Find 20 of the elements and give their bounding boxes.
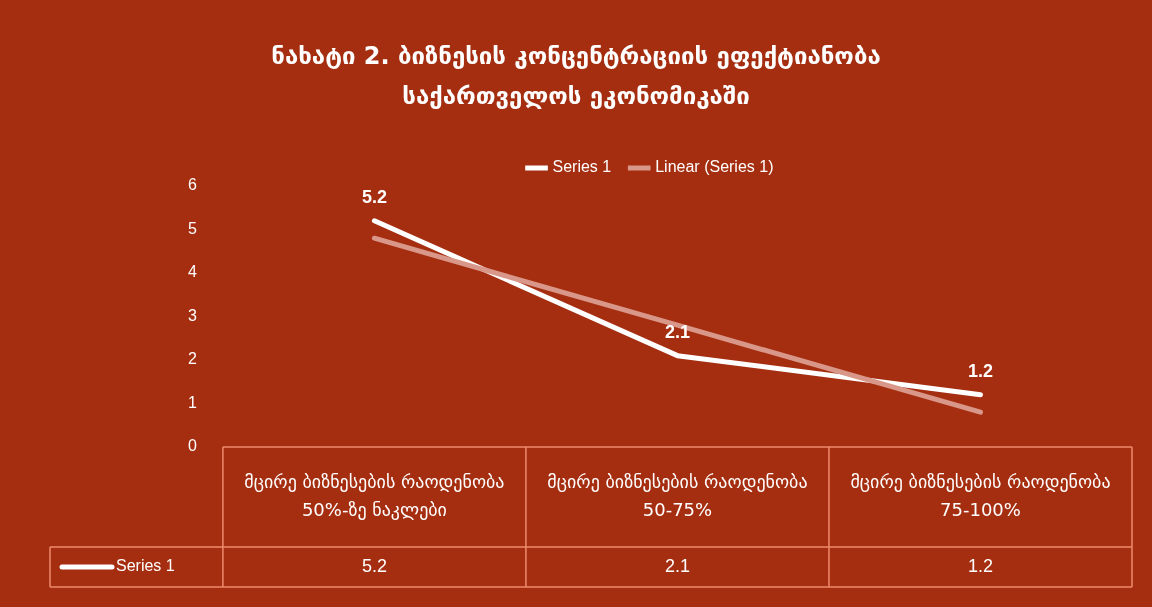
text: Series 1	[116, 557, 175, 575]
y-tick-label: 3	[187, 306, 197, 324]
data-label: 2.1	[664, 555, 690, 576]
text: 1.2	[967, 360, 993, 381]
y-tick-label: 5	[187, 219, 197, 237]
x-tick-label: მცირე ბიზნესების რაოდენობა 50%-ზე ნაკლები	[244, 470, 505, 520]
y-tick-label: 6	[187, 176, 197, 194]
text: 2.1	[664, 321, 690, 342]
y-tick-label: 4	[187, 263, 197, 281]
data-label: 5.2	[361, 555, 387, 576]
legend-label: Linear (Series 1)	[655, 158, 774, 176]
legend-label: Series 1	[552, 158, 612, 176]
data-label: 1.2	[967, 555, 993, 576]
y-tick-label: 1	[187, 393, 197, 411]
y-tick-label: 0	[187, 437, 197, 455]
x-tick-label: მცირე ბიზნესების რაოდენობა 75-100%	[850, 470, 1111, 520]
x-tick-label: მცირე ბიზნესების რაოდენობა 50-75%	[547, 470, 808, 520]
text: 5.2	[361, 186, 387, 207]
chart-title: ნახატი 2. ბიზნესის კონცენტრაციის ეფექტიანობა საქართველოს ეკონომიკაში	[270, 41, 882, 112]
y-tick-label: 2	[187, 350, 197, 368]
